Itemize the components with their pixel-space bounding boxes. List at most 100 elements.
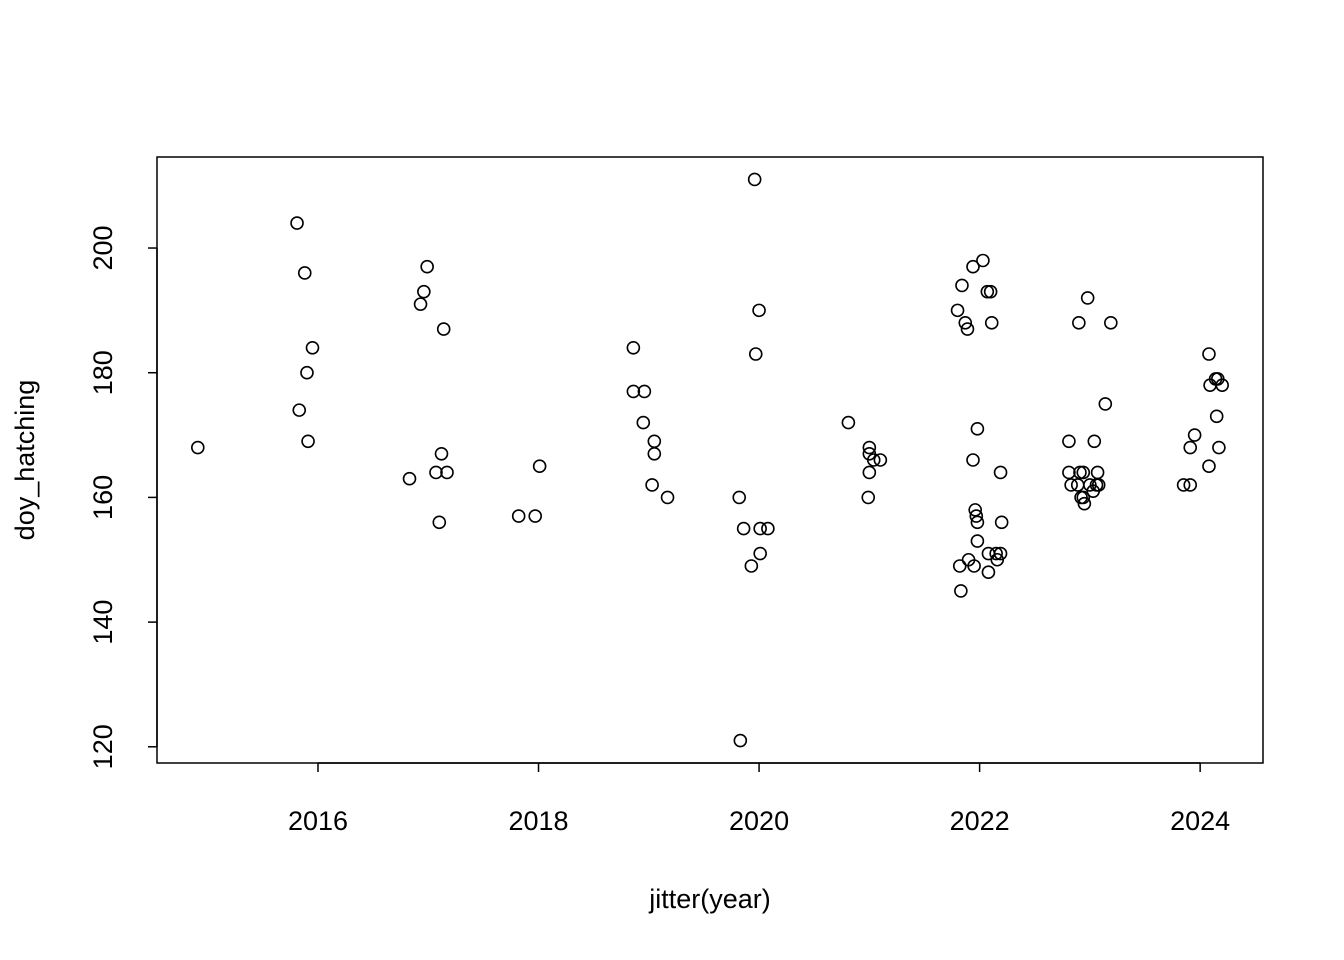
point (1076, 465, 1091, 480)
point (305, 340, 320, 355)
point (747, 172, 762, 187)
point (752, 303, 766, 318)
point (1176, 478, 1191, 492)
point (984, 316, 999, 330)
point (967, 559, 981, 573)
y-tick-label: 160 (88, 475, 118, 520)
y-tick-label: 180 (88, 350, 118, 395)
point (402, 471, 417, 486)
point (970, 422, 985, 436)
point (420, 259, 434, 274)
point (1064, 478, 1078, 492)
point (736, 521, 751, 536)
point (436, 322, 451, 336)
point (292, 403, 307, 417)
point (1104, 316, 1118, 330)
x-tick-label: 2016 (288, 806, 348, 836)
point (413, 297, 428, 311)
point (417, 284, 431, 299)
point (989, 546, 1003, 561)
point (440, 465, 454, 480)
point (528, 509, 543, 523)
point (1202, 459, 1216, 474)
point (732, 490, 747, 505)
point (761, 521, 775, 536)
point (1090, 465, 1105, 480)
point (748, 347, 763, 361)
point (966, 453, 980, 467)
point (1062, 465, 1076, 480)
point (753, 546, 767, 561)
x-axis-title: jitter(year) (648, 884, 771, 914)
point (1080, 291, 1095, 305)
point (1087, 434, 1102, 449)
point (1086, 484, 1100, 498)
point (862, 465, 877, 480)
point (861, 490, 876, 505)
point (1212, 440, 1226, 455)
point (626, 340, 641, 355)
point (968, 503, 982, 517)
point (1187, 428, 1202, 442)
point (432, 515, 447, 530)
point (647, 434, 662, 449)
point (626, 384, 641, 399)
point (966, 259, 980, 274)
y-tick-label: 120 (88, 724, 118, 769)
point (1072, 316, 1086, 330)
point (733, 733, 748, 748)
point (1076, 490, 1091, 505)
point (950, 303, 965, 318)
point (970, 534, 985, 548)
point (429, 465, 443, 480)
point (873, 453, 888, 467)
point (960, 322, 975, 336)
x-tick-label: 2020 (729, 806, 789, 836)
point (1215, 378, 1230, 392)
point (983, 284, 998, 299)
point (1073, 465, 1087, 480)
y-tick-label: 200 (88, 225, 118, 270)
point (297, 266, 312, 280)
point (434, 446, 449, 461)
point (952, 559, 967, 573)
point (753, 521, 767, 536)
point (993, 465, 1008, 480)
point (511, 509, 526, 523)
point (290, 216, 304, 230)
point (645, 478, 659, 492)
point (1077, 496, 1092, 511)
point (866, 453, 881, 467)
y-axis-title: doy_hatching (10, 380, 40, 541)
point (990, 552, 1005, 567)
point (1062, 434, 1076, 449)
point (980, 284, 995, 299)
point (994, 515, 1009, 530)
point (1183, 440, 1198, 455)
point (841, 415, 856, 430)
point (862, 440, 877, 455)
point (981, 565, 996, 580)
point (954, 584, 968, 598)
plot-frame (156, 156, 1264, 764)
point (532, 459, 547, 474)
point (1183, 478, 1198, 492)
point (976, 253, 990, 268)
point (970, 515, 985, 530)
x-tick-label: 2024 (1170, 806, 1230, 836)
point (190, 440, 205, 455)
point (660, 490, 675, 505)
point (1098, 397, 1113, 411)
point (1202, 347, 1216, 361)
point (1209, 409, 1224, 424)
point (300, 365, 314, 380)
point (636, 415, 651, 430)
y-tick-label: 140 (88, 600, 118, 645)
x-tick-label: 2022 (950, 806, 1010, 836)
point (637, 384, 652, 399)
point (301, 434, 315, 449)
point (958, 316, 973, 330)
point (969, 509, 984, 523)
